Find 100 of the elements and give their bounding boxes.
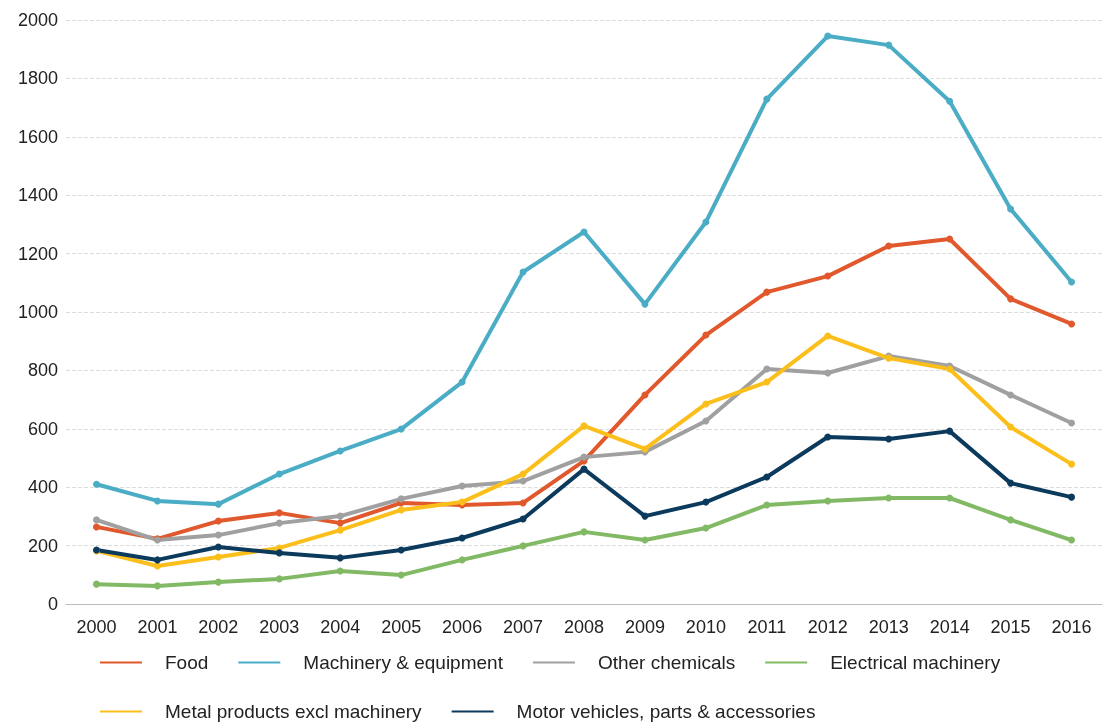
point	[1068, 536, 1076, 544]
point	[763, 95, 771, 103]
point	[336, 554, 344, 562]
x-tick-label: 2002	[198, 617, 239, 637]
y-tick-label: 200	[27, 535, 58, 556]
point	[763, 288, 771, 296]
point	[336, 512, 344, 520]
point	[824, 332, 832, 340]
legend-label: Motor vehicles, parts & accessories	[516, 701, 816, 722]
y-tick-label: 600	[27, 418, 58, 439]
point	[946, 97, 954, 105]
point	[702, 498, 710, 506]
legend-label: Machinery & equipment	[303, 652, 504, 673]
point	[92, 516, 100, 524]
point	[275, 519, 283, 527]
point	[763, 365, 771, 373]
point	[397, 571, 405, 579]
legend-label: Food	[165, 652, 209, 673]
y-tick-label: 1200	[17, 243, 58, 264]
point	[275, 575, 283, 583]
point	[1007, 516, 1015, 524]
point	[946, 427, 954, 435]
point	[946, 235, 954, 243]
point	[153, 556, 161, 564]
point	[153, 497, 161, 505]
point	[702, 218, 710, 226]
point	[885, 494, 893, 502]
point	[824, 369, 832, 377]
point	[336, 526, 344, 534]
point	[275, 509, 283, 517]
x-tick-label: 2004	[320, 617, 361, 637]
point	[275, 549, 283, 557]
point	[458, 556, 466, 564]
point	[214, 543, 222, 551]
x-tick-label: 2005	[381, 617, 422, 637]
point	[1007, 479, 1015, 487]
x-tick-label: 2007	[503, 617, 544, 637]
y-tick-label: 1000	[17, 302, 58, 322]
x-tick-label: 2008	[563, 617, 605, 637]
point	[336, 519, 344, 527]
point	[397, 495, 405, 503]
point	[1007, 391, 1015, 399]
point	[92, 523, 100, 531]
point	[1068, 460, 1076, 468]
x-tick-label: 2014	[929, 617, 970, 637]
point	[885, 435, 893, 443]
point	[214, 517, 222, 525]
point	[397, 425, 405, 433]
point	[946, 494, 954, 502]
x-tick-label: 2000	[76, 617, 117, 637]
point	[336, 567, 344, 575]
y-tick-label: 800	[27, 360, 58, 381]
point	[1007, 205, 1015, 213]
x-tick-label: 2015	[990, 617, 1031, 637]
legend-label: Electrical machinery	[830, 652, 1001, 673]
point	[824, 433, 832, 441]
point	[763, 473, 771, 481]
point	[214, 531, 222, 539]
point	[214, 500, 222, 508]
point	[702, 524, 710, 532]
point	[275, 470, 283, 478]
x-tick-label: 2016	[1051, 617, 1092, 637]
point	[702, 331, 710, 339]
point	[214, 578, 222, 586]
x-tick-label: 2001	[137, 617, 178, 637]
legend-label: Other chemicals	[597, 652, 736, 673]
x-tick-label: 2003	[259, 617, 300, 637]
y-tick-label: 400	[27, 477, 58, 498]
y-tick-label: 0	[47, 594, 58, 614]
point	[1068, 320, 1076, 328]
point	[1068, 419, 1076, 427]
y-tick-label: 1400	[17, 185, 58, 206]
point	[153, 582, 161, 590]
x-tick-label: 2012	[807, 617, 848, 637]
point	[824, 272, 832, 280]
point	[397, 546, 405, 554]
point	[397, 506, 405, 514]
legend-label: Metal products excl machinery	[165, 701, 423, 722]
y-tick-label: 2000	[17, 10, 58, 30]
point	[1068, 493, 1076, 501]
x-tick-label: 2011	[747, 617, 787, 637]
y-tick-label: 1600	[17, 126, 58, 147]
point	[702, 417, 710, 425]
point	[763, 378, 771, 386]
point	[153, 562, 161, 570]
point	[92, 580, 100, 588]
point	[1007, 423, 1015, 431]
point	[458, 378, 466, 386]
point	[885, 41, 893, 49]
point	[1007, 295, 1015, 303]
point	[92, 480, 100, 488]
y-tick-label: 1800	[17, 68, 58, 89]
point	[824, 32, 832, 40]
point	[824, 497, 832, 505]
x-tick-label: 2010	[685, 617, 726, 637]
x-tick-label: 2006	[442, 617, 483, 637]
x-tick-label: 2013	[868, 617, 909, 637]
point	[885, 242, 893, 250]
point	[214, 553, 222, 561]
point	[1068, 278, 1076, 286]
